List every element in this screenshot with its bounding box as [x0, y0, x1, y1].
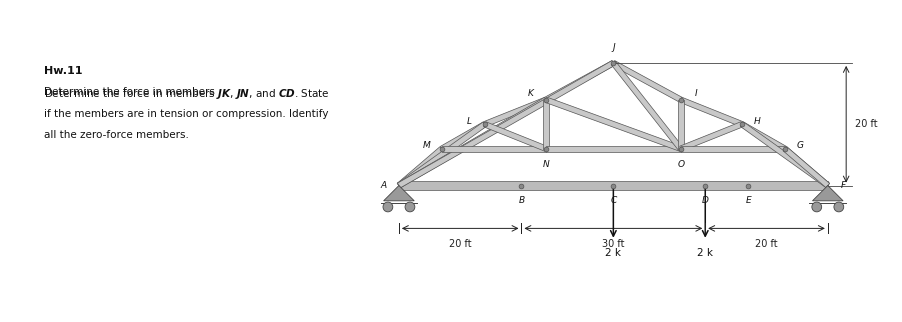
- Polygon shape: [398, 97, 548, 188]
- Text: K: K: [528, 89, 534, 98]
- Polygon shape: [741, 122, 787, 151]
- Polygon shape: [612, 61, 682, 102]
- Text: 20 ft: 20 ft: [449, 240, 472, 250]
- Text: 20 ft: 20 ft: [855, 119, 878, 129]
- Polygon shape: [678, 100, 684, 149]
- Text: C: C: [611, 196, 616, 205]
- Polygon shape: [783, 147, 830, 188]
- Text: M: M: [423, 141, 430, 150]
- Polygon shape: [680, 122, 743, 151]
- Circle shape: [834, 202, 843, 212]
- Text: G: G: [796, 141, 804, 150]
- Polygon shape: [543, 100, 548, 149]
- Text: 2 k: 2 k: [605, 248, 621, 258]
- Text: 20 ft: 20 ft: [755, 240, 778, 250]
- Polygon shape: [545, 97, 682, 151]
- Text: N: N: [543, 160, 549, 168]
- Circle shape: [812, 202, 822, 212]
- Polygon shape: [398, 61, 615, 188]
- Polygon shape: [545, 61, 614, 102]
- Text: Determine the force in members: Determine the force in members: [43, 88, 217, 98]
- Text: L: L: [467, 117, 472, 126]
- Text: O: O: [677, 160, 685, 168]
- Polygon shape: [741, 122, 829, 188]
- Circle shape: [405, 202, 415, 212]
- Polygon shape: [483, 97, 547, 127]
- Polygon shape: [546, 146, 681, 152]
- Text: I: I: [695, 89, 697, 98]
- Polygon shape: [813, 185, 843, 201]
- Polygon shape: [681, 146, 785, 152]
- Polygon shape: [397, 147, 444, 188]
- Text: all the zero-force members.: all the zero-force members.: [43, 130, 189, 140]
- Text: 2 k: 2 k: [697, 248, 713, 258]
- Text: F: F: [841, 181, 846, 190]
- Polygon shape: [612, 61, 683, 150]
- Polygon shape: [783, 147, 830, 188]
- Polygon shape: [440, 122, 486, 151]
- Polygon shape: [397, 122, 486, 188]
- Text: B: B: [519, 196, 525, 205]
- Text: E: E: [745, 196, 751, 205]
- Polygon shape: [442, 146, 546, 152]
- Text: D: D: [702, 196, 709, 205]
- Text: 30 ft: 30 ft: [603, 240, 624, 250]
- Polygon shape: [483, 122, 547, 151]
- Polygon shape: [399, 181, 828, 190]
- Text: A: A: [381, 181, 387, 190]
- Text: H: H: [754, 117, 760, 126]
- Polygon shape: [680, 97, 743, 127]
- Text: if the members are in tension or compression. Identify: if the members are in tension or compres…: [43, 109, 328, 119]
- Circle shape: [383, 202, 392, 212]
- Text: Determine the force in members $\bfit{JK}$, $\bfit{JN}$, and $\bfit{CD}$. State: Determine the force in members $\bfit{JK…: [43, 88, 329, 101]
- Text: J: J: [612, 43, 614, 52]
- Polygon shape: [383, 185, 414, 201]
- Text: Hw.11: Hw.11: [43, 66, 82, 76]
